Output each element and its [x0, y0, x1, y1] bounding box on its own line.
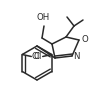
Text: OH: OH: [36, 14, 50, 22]
Text: Cl: Cl: [34, 52, 42, 61]
Text: Cl: Cl: [32, 52, 40, 61]
Text: N: N: [74, 52, 80, 61]
Text: O: O: [81, 36, 88, 44]
